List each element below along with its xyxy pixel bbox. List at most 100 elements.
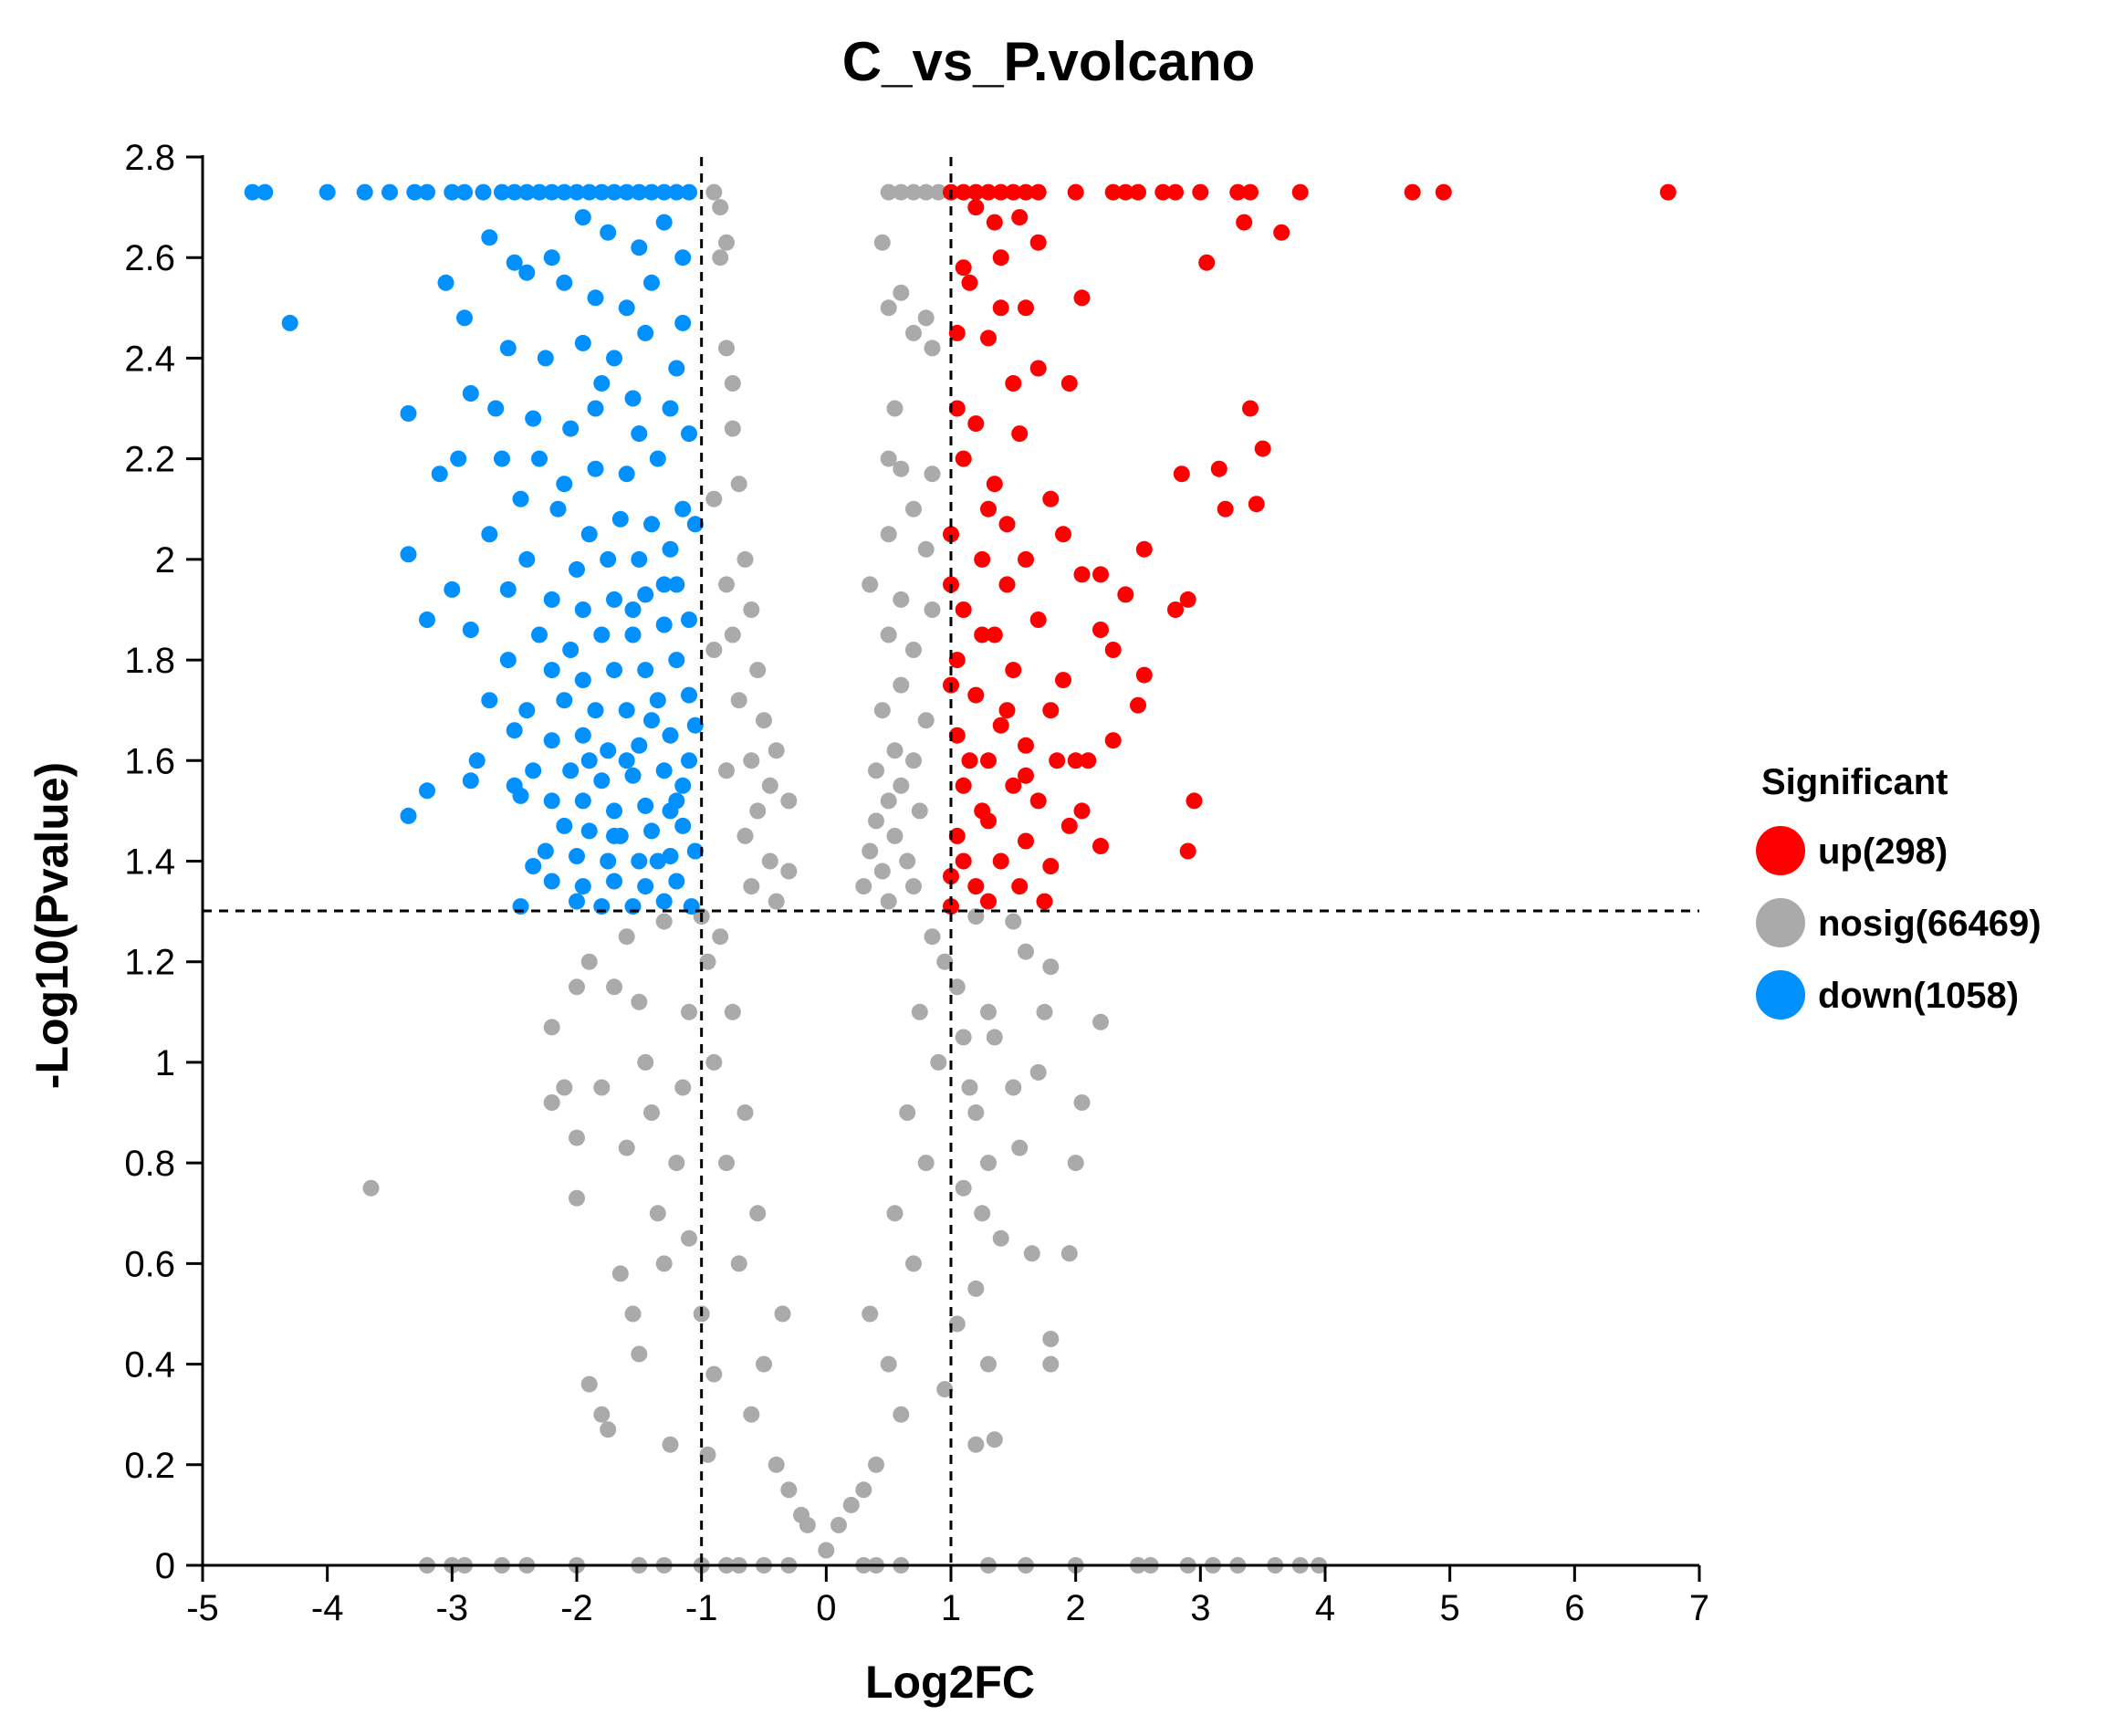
y-tick-label: 1.4 [124, 842, 175, 883]
point-up [992, 716, 1009, 734]
point-nosig [917, 1155, 935, 1172]
point-up [948, 827, 966, 844]
point-up [1029, 234, 1047, 251]
point-nosig [880, 626, 897, 643]
point-down [506, 254, 523, 271]
point-down [562, 642, 580, 658]
point-up [980, 893, 997, 910]
point-nosig [986, 1029, 1003, 1046]
point-nosig [880, 526, 897, 543]
point-nosig [724, 420, 741, 437]
point-up [974, 626, 991, 643]
point-down [600, 852, 617, 870]
point-down [556, 692, 573, 709]
point-down [686, 516, 704, 533]
point-down [668, 576, 685, 593]
point-nosig [593, 1406, 611, 1423]
point-nosig [736, 1104, 754, 1121]
point-down [462, 622, 479, 638]
x-tick-label: 6 [1564, 1588, 1584, 1628]
y-axis-title: -Log10(Pvalue) [26, 762, 78, 1089]
point-nosig [880, 299, 897, 317]
point-nosig [668, 1155, 685, 1172]
point-up [1217, 500, 1234, 518]
point-up [980, 752, 997, 769]
point-nosig [705, 1365, 723, 1383]
point-up [1029, 792, 1047, 810]
point-up [948, 652, 966, 669]
point-up [1036, 893, 1053, 910]
point-down [400, 546, 417, 563]
point-nosig [899, 1104, 916, 1121]
point-down [643, 516, 660, 533]
point-down [468, 752, 486, 769]
point-nosig [936, 953, 954, 970]
point-up [1005, 375, 1022, 392]
point-down [574, 672, 591, 689]
point-nosig [768, 1456, 785, 1473]
point-up [1186, 792, 1203, 810]
point-down [556, 274, 573, 291]
y-tick-label: 0.8 [124, 1144, 175, 1184]
point-nosig [736, 550, 754, 568]
point-up [1018, 299, 1034, 317]
point-down [562, 762, 580, 779]
y-tick-label: 2.6 [124, 238, 175, 278]
y-tick-label: 2.4 [124, 339, 175, 379]
point-down [637, 324, 654, 341]
point-nosig [761, 777, 778, 794]
point-nosig [624, 1305, 642, 1323]
point-nosig [730, 476, 747, 493]
point-down [574, 878, 591, 895]
point-nosig [917, 712, 935, 729]
point-up [1236, 214, 1253, 231]
point-down [587, 289, 604, 307]
point-down [319, 183, 336, 201]
point-nosig [705, 1053, 723, 1071]
point-down [618, 752, 635, 769]
point-nosig [893, 591, 910, 608]
point-down [494, 183, 510, 201]
point-nosig [893, 777, 910, 794]
point-up [1005, 183, 1022, 201]
point-down [531, 183, 548, 201]
point-down [543, 662, 560, 679]
point-up [1135, 540, 1153, 558]
point-up [1080, 752, 1097, 769]
point-down [681, 686, 697, 704]
point-up [1011, 878, 1029, 895]
point-down [593, 626, 611, 643]
point-up [1018, 832, 1034, 850]
x-tick-label: 4 [1315, 1588, 1335, 1628]
point-nosig [631, 993, 648, 1010]
point-down [537, 842, 554, 860]
point-up [998, 702, 1016, 719]
point-down [256, 183, 274, 201]
point-up [1042, 858, 1060, 874]
point-down [618, 299, 635, 317]
point-down [525, 410, 542, 427]
x-tick-label: 7 [1689, 1588, 1709, 1628]
point-nosig [980, 1003, 997, 1020]
point-up [1117, 586, 1134, 603]
point-nosig [1042, 958, 1060, 976]
point-down [600, 550, 617, 568]
point-down [400, 405, 417, 422]
point-up [1104, 732, 1122, 749]
point-nosig [924, 928, 941, 946]
point-nosig [948, 1315, 966, 1333]
point-down [556, 817, 573, 834]
x-tick-label: 1 [941, 1588, 961, 1628]
point-down [437, 274, 454, 291]
y-tick-label: 1.8 [124, 641, 175, 681]
point-up [967, 199, 985, 216]
point-down [450, 450, 467, 467]
legend-swatch-down [1756, 970, 1805, 1020]
threshold-lines [203, 157, 1699, 1565]
point-nosig [1029, 1063, 1047, 1081]
point-up [992, 299, 1009, 317]
point-up [955, 601, 972, 618]
point-nosig [724, 1003, 741, 1020]
point-down [681, 752, 697, 769]
point-nosig [917, 183, 935, 201]
